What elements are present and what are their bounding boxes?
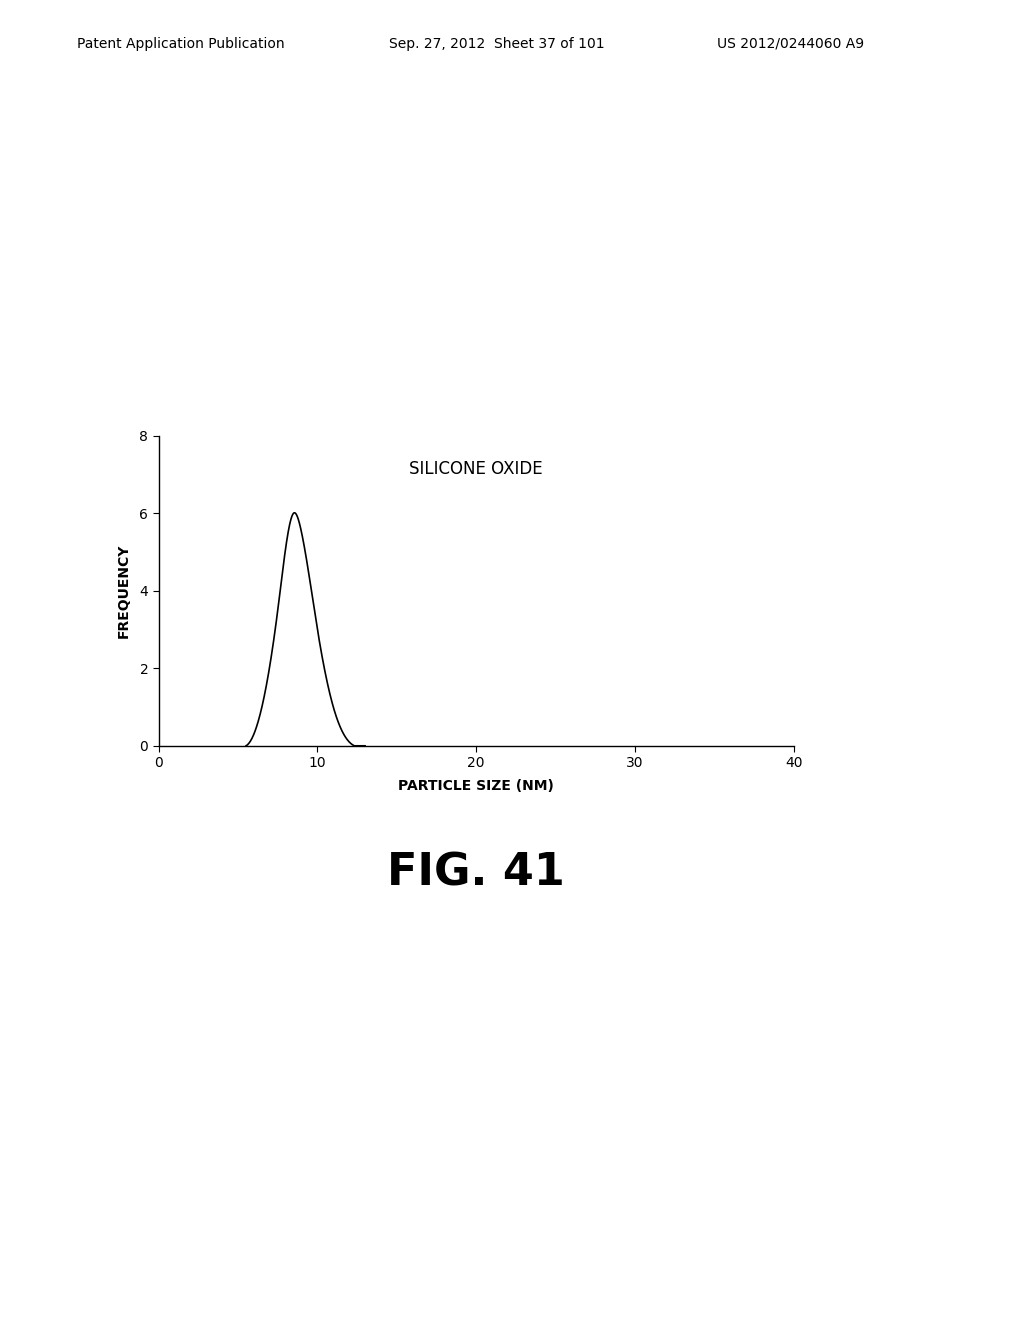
Text: FIG. 41: FIG. 41 (387, 851, 565, 895)
Text: US 2012/0244060 A9: US 2012/0244060 A9 (717, 37, 864, 51)
Text: Patent Application Publication: Patent Application Publication (77, 37, 285, 51)
X-axis label: PARTICLE SIZE (NM): PARTICLE SIZE (NM) (398, 779, 554, 792)
Text: Sep. 27, 2012  Sheet 37 of 101: Sep. 27, 2012 Sheet 37 of 101 (389, 37, 605, 51)
Text: SILICONE OXIDE: SILICONE OXIDE (410, 461, 543, 478)
Y-axis label: FREQUENCY: FREQUENCY (117, 544, 131, 638)
